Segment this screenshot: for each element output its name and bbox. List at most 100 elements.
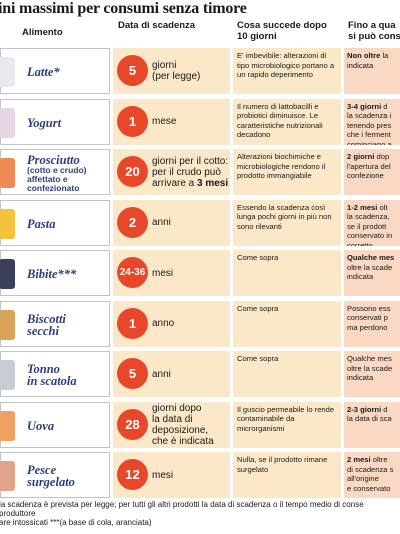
table-row: Bibite*** 24-36 mesi Come sopra Qualche mes o…: [0, 250, 400, 298]
scadenza-cell: 1 mese: [113, 98, 230, 145]
fino-a-quando-cell: Qualche mes oltre la scade indicata: [344, 351, 400, 397]
table-row: Pesce surgelato 12 mesi Nulla, se il prodott…: [0, 452, 400, 500]
scadenza-text: giorni per il cotto: per il crudo può arri…: [152, 155, 229, 189]
fino-a-quando-cell: 2 giorni dop l'apertura del confezione: [344, 149, 400, 195]
cosa-succede-cell: Come sopra: [233, 351, 341, 397]
fino-a-quando-text: 2-3 giorni d la data di sca: [347, 404, 392, 424]
food-image-icon: [0, 309, 15, 340]
food-cell: Biscotti secchi: [0, 300, 110, 347]
table-row: Latte* 5 giorni (per legge) E' imbevibile: a…: [0, 48, 400, 96]
cosa-succede-text: Nulla, se il prodotto rimane surgelato: [237, 455, 328, 474]
scadenza-text: anni: [152, 217, 171, 228]
cosa-succede-text: Essendo la scadenza così lunga pochi gio…: [237, 202, 332, 231]
fino-a-quando-text: 2 giorni dop l'apertura del confezione: [347, 152, 391, 180]
cosa-succede-cell: Alterazioni biochimiche e microbiologich…: [233, 149, 341, 195]
scadenza-cell: 2 anni: [113, 199, 230, 246]
food-name: Uova: [27, 418, 55, 433]
food-subtitle: (cotto e crudo): [27, 164, 87, 175]
food-image-icon: [0, 158, 15, 188]
header-cosa-succede: Cosa succede dopo 10 giorni: [237, 20, 327, 42]
scadenza-text: anno: [152, 318, 175, 329]
footnote-1: la scadenza è prevista per legge; per tu…: [0, 500, 364, 509]
fino-a-quando-cell: Possono ess conservati p ma perdono: [344, 300, 400, 347]
scadenza-text: mesi: [152, 469, 174, 481]
scadenza-number-badge: 5: [117, 55, 148, 86]
cosa-succede-cell: Come sopra: [233, 250, 341, 296]
food-image-icon: [0, 57, 15, 87]
scadenza-number-badge: 12: [117, 459, 148, 490]
fino-a-quando-text: 2 mesi oltre di scadenza s all'origine e co…: [347, 455, 394, 493]
table-row: Pasta 2 anni Essendo la scadenza così lunga…: [0, 199, 400, 248]
fino-a-quando-text: Possono ess conservati p ma perdono: [347, 303, 391, 332]
scadenza-number-badge: 5: [117, 358, 148, 389]
scadenza-text: mesi: [152, 267, 174, 279]
food-image-icon: [0, 360, 15, 390]
fino-a-quando-cell: 3-4 giorni d la scadenza i tenendo pres che…: [344, 98, 400, 145]
header-fino-a-quando: Fino a qua si può cons: [348, 20, 400, 42]
food-cell: Uova: [0, 401, 110, 448]
header-alimento: Alimento: [22, 27, 63, 38]
food-subtitle: confezionato: [27, 182, 80, 193]
fino-a-quando-text: Qualche mes oltre la scade indicata: [347, 253, 395, 281]
food-image-icon: [0, 461, 15, 491]
scadenza-cell: 5 giorni (per legge): [113, 48, 230, 94]
table-row: Biscotti secchi 1 anno Come sopra Possono ess…: [0, 300, 400, 349]
cosa-succede-cell: E' imbevibile: alterazioni di tipo micro…: [233, 48, 341, 94]
food-name: Prosciutto (cotto e crudo) affettato e conf…: [27, 152, 87, 193]
scadenza-text: mese: [152, 116, 177, 127]
scadenza-cell: 24-36 mesi: [113, 250, 230, 296]
cosa-succede-cell: Come sopra: [233, 300, 341, 347]
food-cell: Yogurt: [0, 98, 110, 145]
cosa-succede-text: Come sopra: [237, 303, 279, 313]
food-subtitle: affettato e: [27, 173, 68, 184]
food-cell: Pasta: [0, 199, 110, 246]
food-cell: Tonno in scatola: [0, 351, 110, 397]
scadenza-number-badge: 2: [117, 206, 148, 238]
scadenza-cell: 20 giorni per il cotto: per il crudo può ar…: [113, 149, 230, 195]
food-name: Bibite***: [27, 267, 77, 281]
food-name: Latte*: [27, 65, 60, 79]
fino-a-quando-cell: 2 mesi oltre di scadenza s all'origine e co…: [344, 452, 400, 498]
table-row: Yogurt 1 mese Il numero di lattobacilli e p…: [0, 98, 400, 147]
cosa-succede-text: Come sopra: [237, 354, 279, 363]
cosa-succede-cell: Il guscio permeabile lo rende contaminab…: [233, 401, 341, 448]
fino-a-quando-cell: 1-2 mesi olt la scadenza, se il prodott con…: [344, 199, 400, 246]
food-cell: Pesce surgelato: [0, 452, 110, 498]
food-image-icon: [0, 107, 15, 138]
food-name: Tonno in scatola: [27, 362, 77, 388]
table-row: Tonno in scatola 5 anni Come sopra Qualche me…: [0, 351, 400, 399]
header-scadenza: Data di scadenza: [118, 20, 196, 31]
scadenza-number-badge: 1: [117, 105, 148, 137]
footnote-3: are intossicati ***(a base di cola, aran…: [0, 518, 152, 527]
food-image-icon: [0, 410, 15, 441]
fino-a-quando-text: 1-2 mesi olt la scadenza, se il prodott con…: [347, 202, 393, 246]
fino-a-quando-cell: Non oltre la indicata: [344, 48, 400, 94]
scadenza-number-badge: 1: [117, 307, 148, 339]
scadenza-number-badge: 28: [117, 408, 148, 440]
food-cell: Bibite***: [0, 250, 110, 296]
footnote-2: produttore: [0, 509, 36, 518]
table-row: Uova 28 giorni dopo la data di deposizione, c…: [0, 401, 400, 450]
fino-a-quando-text: Non oltre la indicata: [347, 51, 389, 70]
food-name: Biscotti secchi: [27, 311, 66, 338]
fino-a-quando-text: 3-4 giorni d la scadenza i tenendo pres che…: [347, 101, 392, 145]
cosa-succede-text: Il numero di lattobacilli e probiotici d…: [237, 101, 323, 140]
scadenza-text: anni: [152, 368, 171, 380]
cosa-succede-cell: Essendo la scadenza così lunga pochi gio…: [233, 199, 341, 246]
food-image-icon: [0, 208, 15, 239]
food-image-icon: [0, 259, 15, 289]
food-cell: Latte*: [0, 48, 110, 94]
scadenza-number-badge: 20: [117, 156, 148, 187]
food-name: Yogurt: [27, 115, 62, 130]
cosa-succede-text: Come sopra: [237, 253, 279, 262]
scadenza-cell: 12 mesi: [113, 452, 230, 498]
scadenza-text: giorni dopo la data di deposizione, che è i…: [152, 402, 214, 447]
table-row: Prosciutto (cotto e crudo) affettato e conf…: [0, 149, 400, 197]
scadenza-cell: 1 anno: [113, 300, 230, 347]
food-cell: Prosciutto (cotto e crudo) affettato e conf…: [0, 149, 110, 195]
food-name: Pasta: [27, 216, 56, 231]
fino-a-quando-cell: Qualche mes oltre la scade indicata: [344, 250, 400, 296]
cosa-succede-text: Il guscio permeabile lo rende contaminab…: [237, 404, 335, 433]
scadenza-number-badge: 24-36: [117, 257, 148, 288]
scadenza-cell: 28 giorni dopo la data di deposizione, che è…: [113, 401, 230, 448]
